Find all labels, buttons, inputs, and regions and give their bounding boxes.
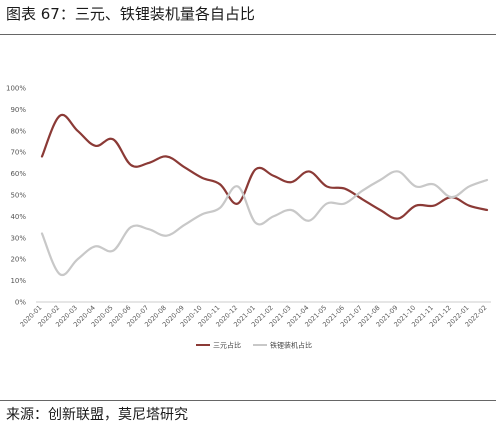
legend-label-2: 铁锂装机占比 <box>270 341 312 350</box>
data-point-1 <box>468 204 471 207</box>
data-point-2 <box>432 183 435 186</box>
data-point-1 <box>147 161 150 164</box>
y-tick-label: 80% <box>10 127 26 135</box>
series-line-2 <box>40 170 489 277</box>
data-point-2 <box>58 273 61 276</box>
data-point-1 <box>414 204 417 207</box>
series-layer <box>40 113 489 277</box>
y-tick-label: 70% <box>10 149 26 157</box>
data-point-2 <box>468 185 471 188</box>
data-point-2 <box>379 178 382 181</box>
data-point-1 <box>236 202 239 205</box>
y-tick-label: 0% <box>15 299 26 307</box>
y-tick-label: 10% <box>10 277 26 285</box>
data-point-1 <box>290 181 293 184</box>
y-tick-label: 60% <box>10 170 26 178</box>
line-chart: 0% 10% 20% 30% 40% 50% 60% 70% 80% 90% 100% 2020-0… <box>6 85 491 350</box>
data-point-2 <box>343 202 346 205</box>
data-point-2 <box>76 258 79 261</box>
data-point-1 <box>129 163 132 166</box>
data-point-1 <box>58 114 61 117</box>
data-point-2 <box>307 219 310 222</box>
data-point-1 <box>307 170 310 173</box>
y-tick-label: 90% <box>10 106 26 114</box>
data-point-1 <box>272 174 275 177</box>
data-point-2 <box>254 221 257 224</box>
data-point-2 <box>361 189 364 192</box>
data-point-2 <box>218 206 221 209</box>
y-axis: 0% 10% 20% 30% 40% 50% 60% 70% 80% 90% 100% <box>6 85 26 307</box>
data-point-2 <box>485 178 488 181</box>
y-tick-label: 100% <box>6 85 26 93</box>
data-point-2 <box>236 185 239 188</box>
data-point-1 <box>361 198 364 201</box>
data-point-2 <box>147 228 150 231</box>
data-point-2 <box>414 185 417 188</box>
data-point-1 <box>165 155 168 158</box>
series-line-1 <box>40 113 489 220</box>
data-point-1 <box>485 208 488 211</box>
top-rule <box>0 34 496 35</box>
data-point-2 <box>165 234 168 237</box>
data-point-1 <box>183 166 186 169</box>
data-point-1 <box>379 208 382 211</box>
x-axis: 2020-012020-022020-032020-042020-052020-… <box>19 301 491 329</box>
data-point-1 <box>40 155 43 158</box>
data-point-1 <box>201 176 204 179</box>
y-tick-label: 20% <box>10 256 26 264</box>
data-point-2 <box>40 232 43 235</box>
data-point-2 <box>201 213 204 216</box>
y-tick-label: 40% <box>10 213 26 221</box>
source-note: 来源：创新联盟，莫尼塔研究 <box>6 407 188 423</box>
data-point-1 <box>325 185 328 188</box>
data-point-2 <box>290 208 293 211</box>
data-point-1 <box>218 183 221 186</box>
legend: 三元占比 铁锂装机占比 <box>196 341 312 350</box>
data-point-2 <box>94 245 97 248</box>
data-point-1 <box>112 138 115 141</box>
legend-label-1: 三元占比 <box>213 341 241 350</box>
data-point-2 <box>450 196 453 199</box>
data-point-2 <box>183 223 186 226</box>
data-point-1 <box>76 129 79 132</box>
figure-title: 图表 67：三元、铁锂装机量各自占比 <box>6 5 255 23</box>
bottom-rule <box>0 400 496 401</box>
data-point-2 <box>325 202 328 205</box>
data-point-2 <box>129 226 132 229</box>
data-point-1 <box>254 168 257 171</box>
data-point-2 <box>396 170 399 173</box>
data-point-1 <box>343 187 346 190</box>
y-tick-label: 50% <box>10 192 26 200</box>
data-point-1 <box>396 217 399 220</box>
data-point-1 <box>94 144 97 147</box>
data-point-1 <box>432 204 435 207</box>
data-point-2 <box>272 215 275 218</box>
data-point-2 <box>112 249 115 252</box>
y-tick-label: 30% <box>10 234 26 242</box>
